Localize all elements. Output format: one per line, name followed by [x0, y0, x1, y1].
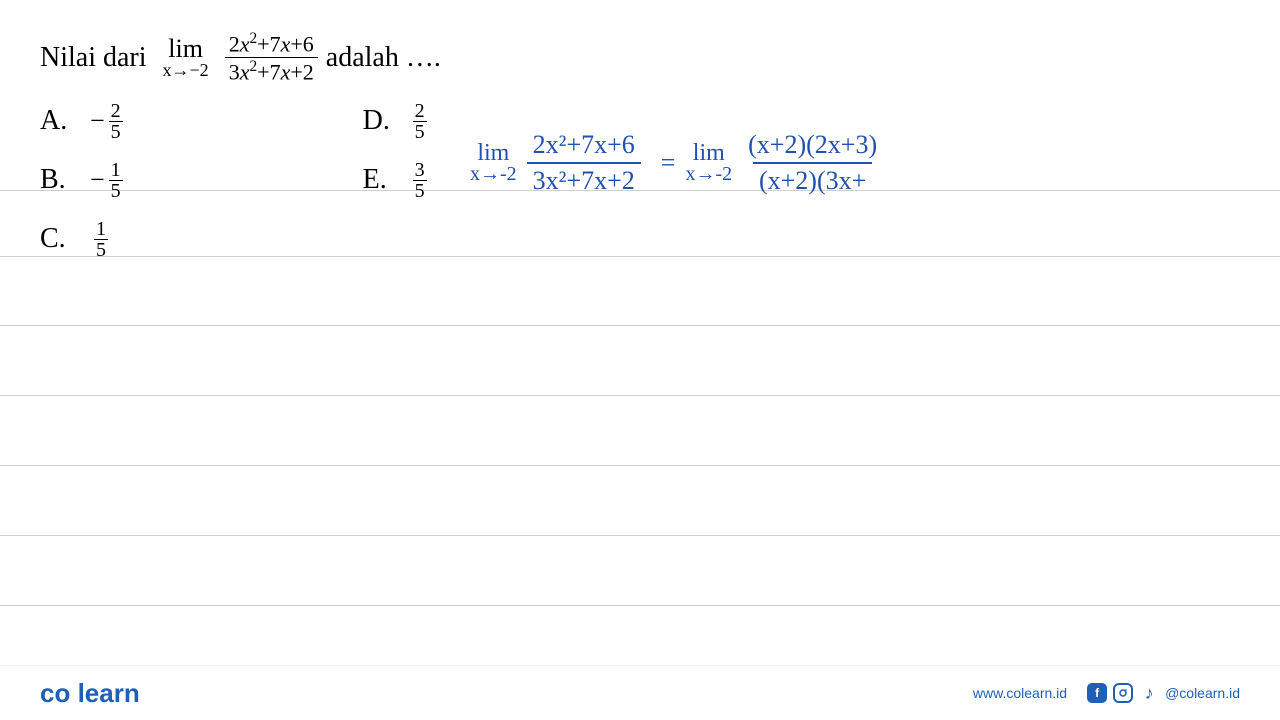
- main-fraction: 2x2+7x+6 3x2+7x+2: [225, 30, 318, 86]
- option-label: C.: [40, 223, 90, 255]
- option-den: 5: [94, 239, 108, 260]
- hw-lim-text: lim: [477, 143, 509, 165]
- ruled-line: [0, 325, 1280, 326]
- option-e: E. 3 5: [363, 160, 427, 201]
- option-num: 2: [109, 101, 123, 121]
- option-fraction: 2 5: [109, 101, 123, 142]
- negative-sign: −: [90, 165, 105, 195]
- handwriting-work: lim x→-2 2x²+7x+6 3x²+7x+2 = lim x→-2 (x…: [470, 130, 893, 196]
- logo: co learn: [40, 678, 140, 709]
- options-col-2: D. 2 5 E. 3 5: [363, 101, 427, 260]
- facebook-icon: f: [1087, 683, 1107, 703]
- option-fraction: 1 5: [109, 160, 123, 201]
- hw-fraction-2: (x+2)(2x+3) (x+2)(3x+: [742, 130, 883, 196]
- question-prefix: Nilai dari: [40, 42, 147, 74]
- ruled-line: [0, 535, 1280, 536]
- website-url: www.colearn.id: [973, 685, 1067, 701]
- social-links: f ♪ @colearn.id: [1087, 683, 1240, 703]
- option-a: A. − 2 5: [40, 101, 123, 142]
- instagram-icon: [1113, 683, 1133, 703]
- logo-dot: [70, 678, 77, 708]
- option-label: D.: [363, 105, 413, 137]
- hw-den-2: (x+2)(3x+: [753, 162, 872, 196]
- option-fraction: 1 5: [94, 219, 108, 260]
- option-num: 2: [413, 101, 427, 121]
- footer-right: www.colearn.id f ♪ @colearn.id: [973, 683, 1240, 703]
- question-suffix: adalah ….: [326, 42, 441, 74]
- tiktok-icon: ♪: [1139, 683, 1159, 703]
- hw-lim-sub: x→-2: [470, 165, 517, 183]
- hw-limit-2: lim x→-2: [685, 143, 732, 183]
- question-line: Nilai dari lim x→−2 2x2+7x+6 3x2+7x+2 ad…: [40, 30, 1240, 86]
- option-label: E.: [363, 164, 413, 196]
- option-den: 5: [413, 180, 427, 201]
- ruled-line: [0, 465, 1280, 466]
- options-col-1: A. − 2 5 B. − 1 5 C. 1 5: [40, 101, 123, 260]
- option-num: 1: [94, 219, 108, 239]
- negative-sign: −: [90, 106, 105, 136]
- option-b: B. − 1 5: [40, 160, 123, 201]
- hw-num-1: 2x²+7x+6: [527, 130, 641, 162]
- option-num: 3: [413, 160, 427, 180]
- option-den: 5: [109, 180, 123, 201]
- logo-learn: learn: [78, 678, 140, 708]
- option-num: 1: [109, 160, 123, 180]
- fraction-denominator: 3x2+7x+2: [225, 57, 318, 85]
- hw-limit-1: lim x→-2: [470, 143, 517, 183]
- hw-num-2: (x+2)(2x+3): [742, 130, 883, 162]
- hw-equals: =: [661, 148, 676, 178]
- option-label: B.: [40, 164, 90, 196]
- hw-den-1: 3x²+7x+2: [527, 162, 641, 196]
- option-fraction: 2 5: [413, 101, 427, 142]
- fraction-numerator: 2x2+7x+6: [225, 30, 318, 57]
- option-c: C. 1 5: [40, 219, 123, 260]
- option-den: 5: [109, 121, 123, 142]
- social-handle: @colearn.id: [1165, 685, 1240, 701]
- footer: co learn www.colearn.id f ♪ @colearn.id: [0, 665, 1280, 720]
- hw-lim-text: lim: [693, 143, 725, 165]
- hw-lim-sub: x→-2: [685, 165, 732, 183]
- ruled-line: [0, 395, 1280, 396]
- option-d: D. 2 5: [363, 101, 427, 142]
- option-fraction: 3 5: [413, 160, 427, 201]
- limit-expression: lim x→−2: [163, 34, 209, 81]
- ruled-line: [0, 605, 1280, 606]
- limit-approach: x→−2: [163, 60, 209, 81]
- logo-co: co: [40, 678, 70, 708]
- option-label: A.: [40, 105, 90, 137]
- hw-fraction-1: 2x²+7x+6 3x²+7x+2: [527, 130, 641, 196]
- option-den: 5: [413, 121, 427, 142]
